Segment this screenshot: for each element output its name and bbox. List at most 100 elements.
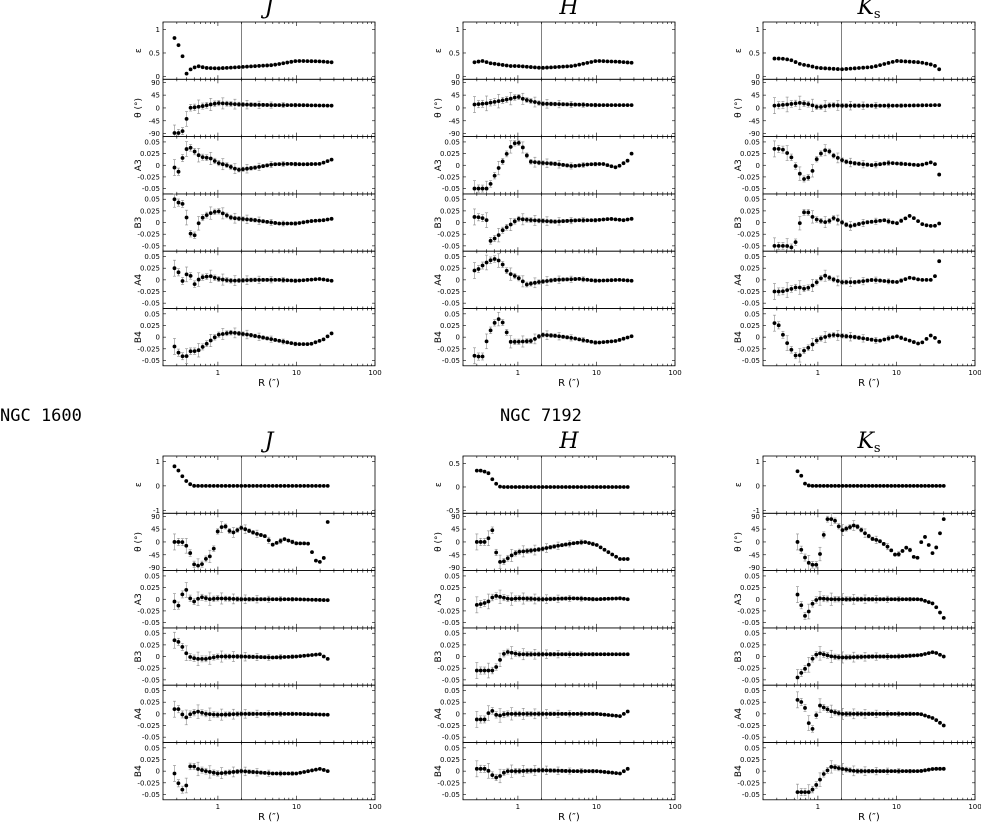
data-point <box>606 652 611 657</box>
data-point <box>285 60 290 65</box>
data-point <box>517 711 522 716</box>
data-point <box>216 161 221 166</box>
data-point <box>545 161 549 166</box>
data-point <box>587 769 591 774</box>
data-point <box>836 655 841 660</box>
data-point <box>590 769 595 774</box>
data-point <box>601 278 606 283</box>
subplot-frame-eps <box>162 21 376 80</box>
data-point <box>577 218 582 223</box>
data-point <box>920 162 925 167</box>
data-point <box>810 601 815 606</box>
data-point <box>317 161 322 166</box>
data-point <box>233 278 237 283</box>
data-point <box>852 223 857 227</box>
data-point <box>610 713 615 718</box>
y-tick-label: -1 <box>753 507 760 515</box>
data-point <box>325 217 330 222</box>
data-point <box>520 64 525 69</box>
data-point <box>560 711 564 716</box>
data-point <box>863 531 867 536</box>
data-point <box>941 517 946 522</box>
data-point <box>873 278 878 283</box>
data-point <box>301 342 306 347</box>
data-point <box>870 711 875 716</box>
data-point <box>587 597 591 601</box>
y-tick-label: 1 <box>456 26 460 34</box>
data-point <box>224 163 229 168</box>
y-tick-label: -0.05 <box>742 619 760 627</box>
data-point <box>172 266 177 271</box>
y-tick-label: 0.05 <box>144 572 160 580</box>
data-point <box>569 277 574 282</box>
data-point <box>625 60 630 65</box>
data-point <box>176 270 181 275</box>
data-point <box>508 96 513 101</box>
data-point <box>803 613 807 618</box>
data-point <box>196 64 201 69</box>
data-point <box>923 652 927 656</box>
data-point <box>521 485 526 489</box>
data-point <box>529 652 533 657</box>
data-point <box>180 156 185 160</box>
data-point <box>524 98 529 102</box>
data-point <box>617 217 622 222</box>
x-tick-label: 10 <box>892 369 901 377</box>
data-point <box>285 340 290 345</box>
data-point <box>829 597 834 602</box>
data-point <box>310 550 314 555</box>
y-tick-label: 0.025 <box>740 584 760 592</box>
y-tick-label: 0.5 <box>149 49 160 57</box>
data-point <box>216 209 221 214</box>
data-point <box>298 770 303 775</box>
data-point <box>524 64 529 69</box>
subplot-frame-B4 <box>162 308 376 367</box>
data-point <box>823 66 828 71</box>
y-tick-label: 0.05 <box>144 310 160 318</box>
data-point <box>301 278 306 283</box>
y-tick-label: 0 <box>456 334 460 342</box>
data-point <box>625 485 630 489</box>
data-point <box>207 597 212 602</box>
data-point <box>802 210 806 215</box>
data-point <box>614 596 619 601</box>
data-point <box>799 547 804 552</box>
band-title: Ks <box>856 0 880 22</box>
y-tick-label: 90 <box>451 513 460 521</box>
data-point <box>253 277 257 282</box>
data-point <box>797 101 802 105</box>
x-axis-label: R (″) <box>258 812 280 822</box>
y-tick-label: 0.5 <box>749 49 760 57</box>
data-point <box>293 221 298 226</box>
data-point <box>844 67 849 71</box>
data-point <box>806 662 811 667</box>
y-axis-label: B4 <box>734 331 744 343</box>
data-point <box>941 766 946 771</box>
data-point <box>474 717 479 722</box>
data-point <box>821 772 826 776</box>
data-point <box>216 277 221 281</box>
y-tick-label: 0.05 <box>744 630 760 638</box>
data-point <box>589 162 594 167</box>
data-point <box>273 162 278 167</box>
data-point <box>239 769 244 774</box>
data-point <box>930 767 935 771</box>
data-point <box>900 654 905 659</box>
data-point <box>480 263 485 268</box>
data-point <box>563 542 568 547</box>
data-point <box>482 540 487 544</box>
data-point <box>262 655 267 660</box>
subplot-frame-eps <box>462 21 676 80</box>
data-point <box>259 483 263 488</box>
data-point <box>789 347 794 352</box>
data-point <box>537 65 541 70</box>
data-point <box>544 711 549 716</box>
data-point <box>836 524 841 529</box>
y-tick-label: 0.025 <box>440 584 460 592</box>
data-point <box>476 59 481 64</box>
data-point <box>840 597 845 602</box>
